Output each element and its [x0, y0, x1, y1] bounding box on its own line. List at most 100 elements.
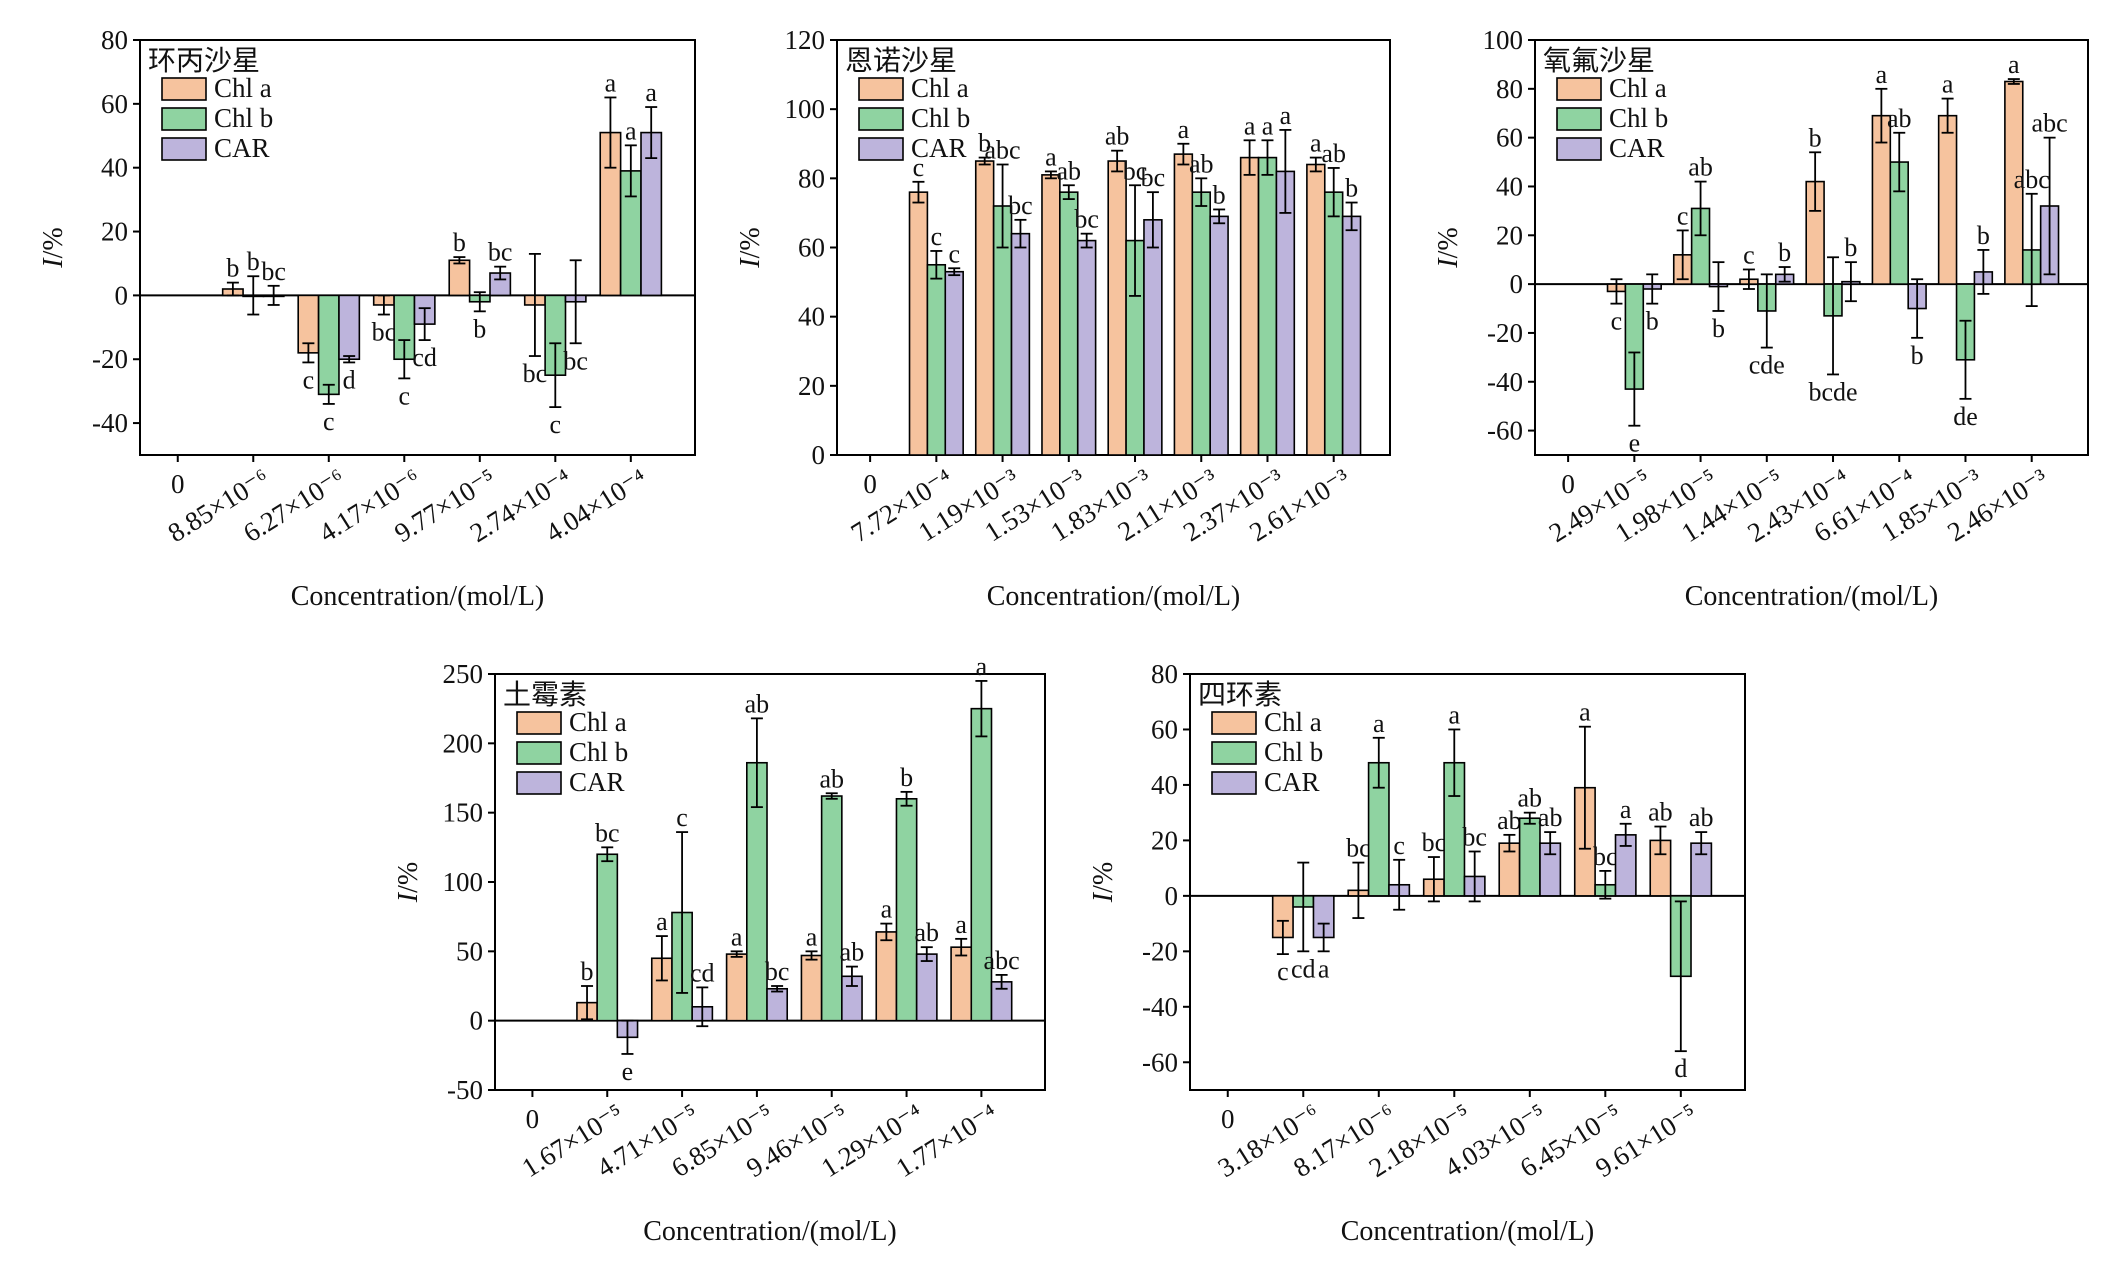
legend-swatch	[1556, 107, 1602, 131]
significance-label: a	[645, 78, 657, 107]
significance-label: b	[1977, 221, 1990, 250]
y-tick-label: -60	[1487, 416, 1523, 446]
x-tick-label: 0	[526, 1104, 540, 1134]
chart-title: 氧氟沙星	[1543, 45, 1655, 77]
bar	[448, 259, 471, 297]
series-chl-a: b a a a a a	[576, 895, 973, 1022]
significance-label: c	[323, 407, 335, 436]
significance-label: ab	[1518, 784, 1543, 813]
y-tick-label: 40	[1151, 770, 1178, 800]
significance-label: bc	[563, 346, 588, 375]
significance-label: ab	[745, 689, 770, 718]
significance-label: c	[931, 222, 943, 251]
significance-label: ab	[1538, 803, 1563, 832]
y-tick-label: 60	[1151, 714, 1178, 744]
chart-panel-5: -60-40-2002040608003.18×10⁻⁶8.17×10⁻⁶2.1…	[1088, 659, 1746, 1247]
y-tick-label: 80	[1496, 74, 1523, 104]
significance-label: b	[1213, 180, 1226, 209]
bar	[926, 263, 947, 456]
significance-label: b	[900, 763, 913, 792]
significance-label: abc	[984, 946, 1020, 975]
significance-label: a	[1579, 698, 1591, 727]
y-tick-label: -40	[1487, 367, 1523, 397]
bar	[895, 797, 918, 1022]
legend-label: Chl b	[1609, 103, 1668, 133]
bar	[1107, 160, 1127, 456]
significance-label: cde	[1749, 351, 1785, 380]
significance-label: ab	[1057, 156, 1082, 185]
x-tick-label: 0	[1561, 469, 1575, 499]
y-axis-title: I/%	[393, 862, 424, 903]
significance-label: a	[2008, 50, 2020, 79]
y-tick-label: 0	[1165, 881, 1179, 911]
significance-label: a	[605, 68, 617, 97]
y-axis-title: I/%	[1433, 227, 1464, 268]
plot-frame	[139, 39, 696, 456]
bar	[1209, 215, 1229, 456]
y-tick-label: 40	[798, 302, 825, 332]
y-tick-label: 200	[443, 728, 484, 758]
y-tick-label: 0	[1510, 269, 1524, 299]
significance-label: ab	[914, 918, 939, 947]
significance-label: a	[806, 922, 818, 951]
y-axis-title: I/%	[735, 227, 766, 268]
chart-panel-1: -40-2002040608008.85×10⁻⁶6.27×10⁻⁶4.17×1…	[38, 25, 696, 612]
significance-label: bc	[1346, 834, 1371, 863]
bar	[1306, 163, 1326, 456]
legend-swatch	[1211, 711, 1257, 735]
legend-swatch	[161, 107, 207, 131]
y-tick-label: 50	[456, 936, 483, 966]
significance-label: a	[1262, 111, 1274, 140]
legend-label: Chl a	[1609, 73, 1667, 103]
significance-label: bc	[765, 957, 790, 986]
significance-label: bc	[1593, 842, 1618, 871]
plot-frame	[1189, 673, 1746, 1091]
significance-label: d	[343, 365, 356, 394]
y-tick-label: 80	[1151, 659, 1178, 689]
x-axis-title: Concentration/(mol/L)	[1685, 581, 1939, 612]
bar	[1010, 232, 1031, 456]
bar	[915, 953, 938, 1022]
significance-label: b	[1646, 307, 1659, 336]
legend-swatch	[858, 107, 904, 131]
y-tick-label: 100	[443, 867, 484, 897]
chart-title: 土霉素	[503, 679, 587, 711]
significance-label: b	[1809, 123, 1822, 152]
legend-label: Chl b	[569, 737, 628, 767]
significance-label: b	[247, 247, 260, 276]
series-chl-a: cb aab a aa	[908, 111, 1326, 456]
significance-label: ab	[1497, 806, 1522, 835]
significance-label: e	[622, 1057, 634, 1086]
y-tick-label: 100	[1483, 25, 1524, 55]
significance-label: c	[948, 239, 960, 268]
legend-swatch	[516, 711, 562, 735]
significance-label: c	[1277, 957, 1289, 986]
significance-label: a	[1373, 709, 1385, 738]
significance-label: b	[473, 314, 486, 343]
series-chl-b: bc c ab ab b a	[595, 652, 993, 1022]
significance-label: a	[625, 116, 637, 145]
significance-label: b	[1345, 174, 1358, 203]
significance-label: b	[978, 129, 991, 158]
significance-label: c	[399, 381, 411, 410]
significance-label: b	[226, 254, 239, 283]
significance-label: bc	[1462, 822, 1487, 851]
y-tick-label: 20	[798, 371, 825, 401]
y-tick-label: 0	[812, 440, 826, 470]
chart-title: 恩诺沙星	[845, 46, 957, 77]
y-tick-label: 40	[101, 153, 128, 183]
y-tick-label: 250	[443, 659, 484, 689]
legend-swatch	[161, 77, 207, 101]
significance-label: c	[550, 410, 562, 439]
bar	[1937, 114, 1958, 285]
legend-label: Chl a	[214, 73, 272, 103]
